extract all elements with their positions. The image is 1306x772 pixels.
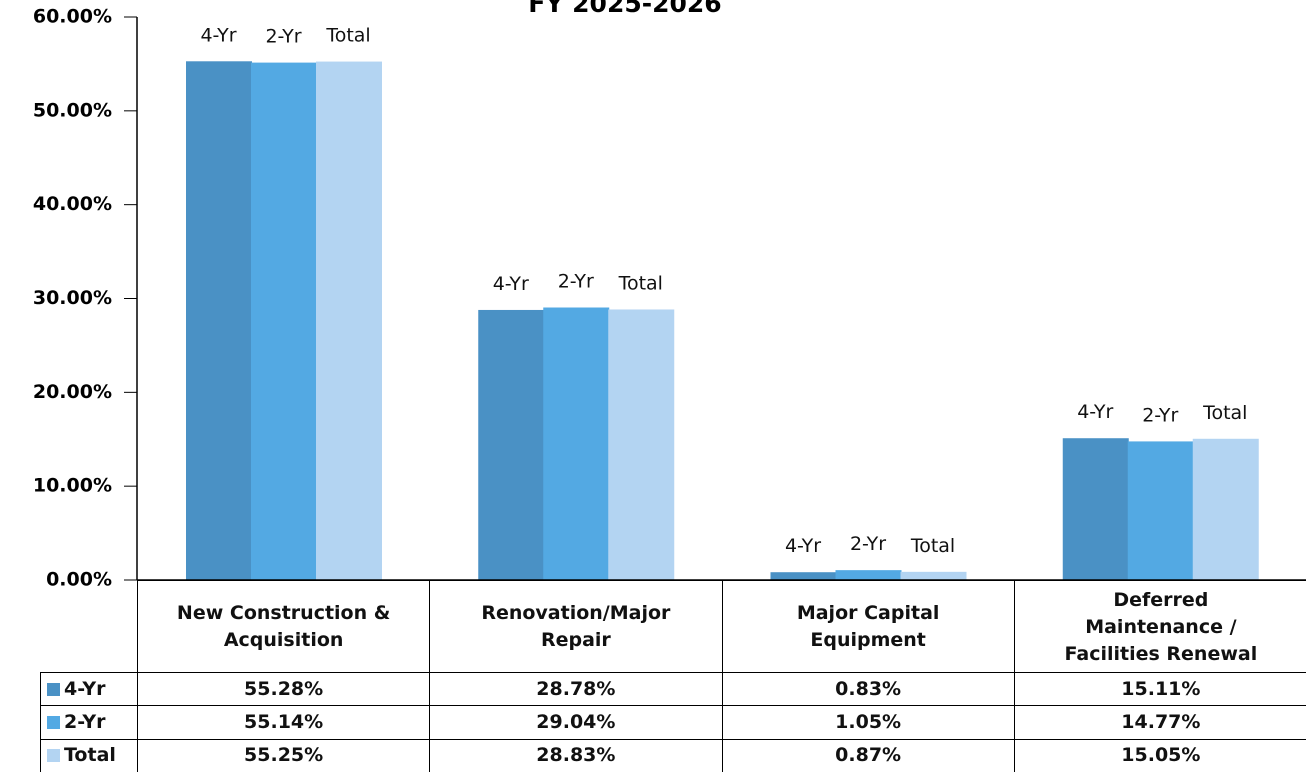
legend-label: 4-Yr — [64, 677, 106, 700]
table-value: 55.28% — [137, 672, 431, 707]
bar — [835, 570, 902, 580]
table-value: 15.11% — [1013, 672, 1306, 707]
bar-label: 4-Yr — [493, 273, 529, 295]
bar-label: 2-Yr — [1142, 404, 1178, 426]
bar — [1062, 438, 1129, 580]
legend-swatch — [47, 749, 60, 763]
bar — [608, 309, 675, 580]
bar-label: 4-Yr — [200, 24, 236, 46]
bar — [1192, 438, 1259, 580]
bar-label: 4-Yr — [1077, 401, 1113, 423]
table-value: 29.04% — [429, 705, 723, 740]
table-value: 28.78% — [429, 672, 723, 707]
legend-cell: 4-Yr — [40, 672, 138, 707]
chart-title: FY 2025-2026 — [528, 0, 721, 18]
y-tick-label: 10.00% — [33, 475, 112, 497]
bar-label: 2-Yr — [265, 26, 301, 48]
legend-cell: Total — [40, 738, 138, 772]
y-tick-label: 60.00% — [33, 6, 112, 28]
y-tick-label: 0.00% — [46, 569, 112, 591]
table-value: 1.05% — [721, 705, 1015, 740]
legend-swatch — [47, 682, 60, 696]
legend-label: 2-Yr — [64, 710, 106, 733]
bar — [770, 572, 837, 580]
y-tick-label: 40.00% — [33, 193, 112, 215]
bar-label: 2-Yr — [558, 271, 594, 293]
bar — [316, 61, 382, 580]
bar-label: Total — [325, 25, 370, 47]
bar — [186, 61, 252, 581]
bar-label: 2-Yr — [850, 533, 886, 555]
legend-swatch — [47, 715, 60, 729]
legend-cell: 2-Yr — [40, 705, 138, 740]
bar — [478, 309, 545, 580]
bar-label: Total — [1202, 402, 1247, 424]
bar — [900, 571, 967, 580]
category-header: New Construction & Acquisition — [137, 580, 431, 673]
table-value: 28.83% — [429, 738, 723, 772]
table-value: 55.25% — [137, 738, 431, 772]
table-value: 0.83% — [721, 672, 1015, 707]
table-value: 14.77% — [1013, 705, 1306, 740]
table-value: 0.87% — [721, 738, 1015, 772]
table-value: 55.14% — [137, 705, 431, 740]
category-header: Renovation/Major Repair — [429, 580, 723, 673]
category-header: Deferred Maintenance / Facilities Renewa… — [1013, 580, 1306, 673]
y-tick-label: 20.00% — [33, 381, 112, 403]
y-tick-label: 50.00% — [33, 99, 112, 121]
legend-label: Total — [64, 744, 116, 767]
category-header: Major Capital Equipment — [721, 580, 1015, 673]
bar — [1127, 441, 1194, 580]
table-value: 15.05% — [1013, 738, 1306, 772]
bar — [251, 62, 317, 580]
bar-label: Total — [618, 272, 663, 294]
y-tick-label: 30.00% — [33, 287, 112, 309]
bar — [543, 307, 610, 580]
bar-label: Total — [910, 535, 955, 557]
bar-label: 4-Yr — [785, 535, 821, 557]
